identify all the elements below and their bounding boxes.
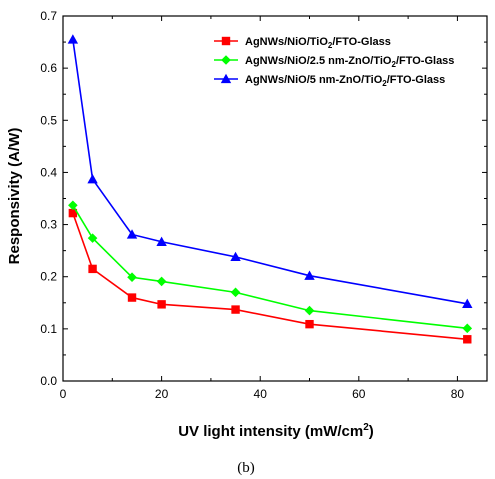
data-point: [156, 236, 167, 246]
y-axis-title: Responsivity (A/W): [6, 128, 23, 265]
legend: AgNWs/NiO/TiO2/FTO-Glass AgNWs/NiO/2.5 nm…: [214, 36, 454, 88]
series-2: [68, 200, 473, 334]
data-point: [68, 208, 78, 218]
legend-label: AgNWs/NiO/TiO2/FTO-Glass: [245, 36, 391, 50]
x-axis-title-superscript: 2: [363, 422, 369, 433]
data-point: [305, 319, 314, 329]
data-point: [462, 323, 473, 334]
data-point: [87, 174, 98, 184]
x-tick-label: 40: [254, 387, 268, 401]
data-point: [157, 300, 166, 309]
x-tick-label: 60: [352, 387, 366, 401]
data-point: [126, 229, 138, 239]
figure-caption: (b): [237, 460, 255, 476]
plot-frame: [62, 15, 488, 382]
y-tick-label: 0.3: [40, 218, 57, 232]
y-axis-ticks: 0.0 0.1 0.2 0.3 0.4 0.5 0.6 0.7: [40, 9, 487, 388]
legend-label: AgNWs/NiO/5 nm-ZnO/TiO2/FTO-Glass: [245, 74, 445, 88]
series-3: [67, 34, 473, 308]
x-axis-title: UV light intensity (mW/cm2): [178, 422, 374, 440]
series-group: [67, 34, 473, 344]
x-axis-title-end: ): [369, 423, 374, 440]
y-tick-label: 0.4: [40, 165, 57, 179]
x-axis-ticks: 0 20 40 60 80: [60, 16, 465, 401]
y-tick-label: 0.0: [40, 374, 57, 388]
x-tick-label: 80: [451, 387, 465, 401]
data-point: [304, 305, 315, 316]
legend-label: AgNWs/NiO/2.5 nm-ZnO/TiO2/FTO-Glass: [245, 55, 454, 69]
series-line: [72, 204, 468, 330]
data-point: [127, 293, 137, 302]
data-point: [230, 251, 241, 262]
series-1: [68, 208, 472, 344]
data-point: [87, 233, 98, 243]
data-point: [156, 276, 167, 287]
y-tick-label: 0.2: [40, 270, 57, 284]
x-tick-label: 20: [155, 387, 169, 401]
data-point: [230, 287, 241, 298]
data-point: [127, 272, 137, 283]
y-tick-label: 0.1: [40, 322, 57, 336]
data-point: [88, 264, 97, 274]
plot-area-border: [62, 15, 488, 382]
legend-entry-3: AgNWs/NiO/5 nm-ZnO/TiO2/FTO-Glass: [214, 73, 445, 88]
data-point: [462, 298, 473, 308]
data-point: [463, 335, 472, 344]
legend-marker: [221, 55, 231, 65]
data-point: [68, 200, 78, 211]
x-tick-label: 0: [60, 387, 67, 401]
y-tick-label: 0.7: [40, 9, 57, 23]
y-tick-label: 0.5: [40, 113, 57, 127]
legend-marker: [220, 73, 232, 84]
legend-marker: [221, 36, 231, 46]
data-point: [231, 305, 240, 314]
data-point: [67, 34, 79, 44]
legend-entry-2: AgNWs/NiO/2.5 nm-ZnO/TiO2/FTO-Glass: [214, 55, 454, 69]
data-point: [304, 270, 315, 280]
y-tick-label: 0.6: [40, 61, 57, 75]
x-axis-title-main: UV light intensity (mW/cm: [178, 423, 363, 440]
legend-entry-1: AgNWs/NiO/TiO2/FTO-Glass: [214, 36, 391, 50]
